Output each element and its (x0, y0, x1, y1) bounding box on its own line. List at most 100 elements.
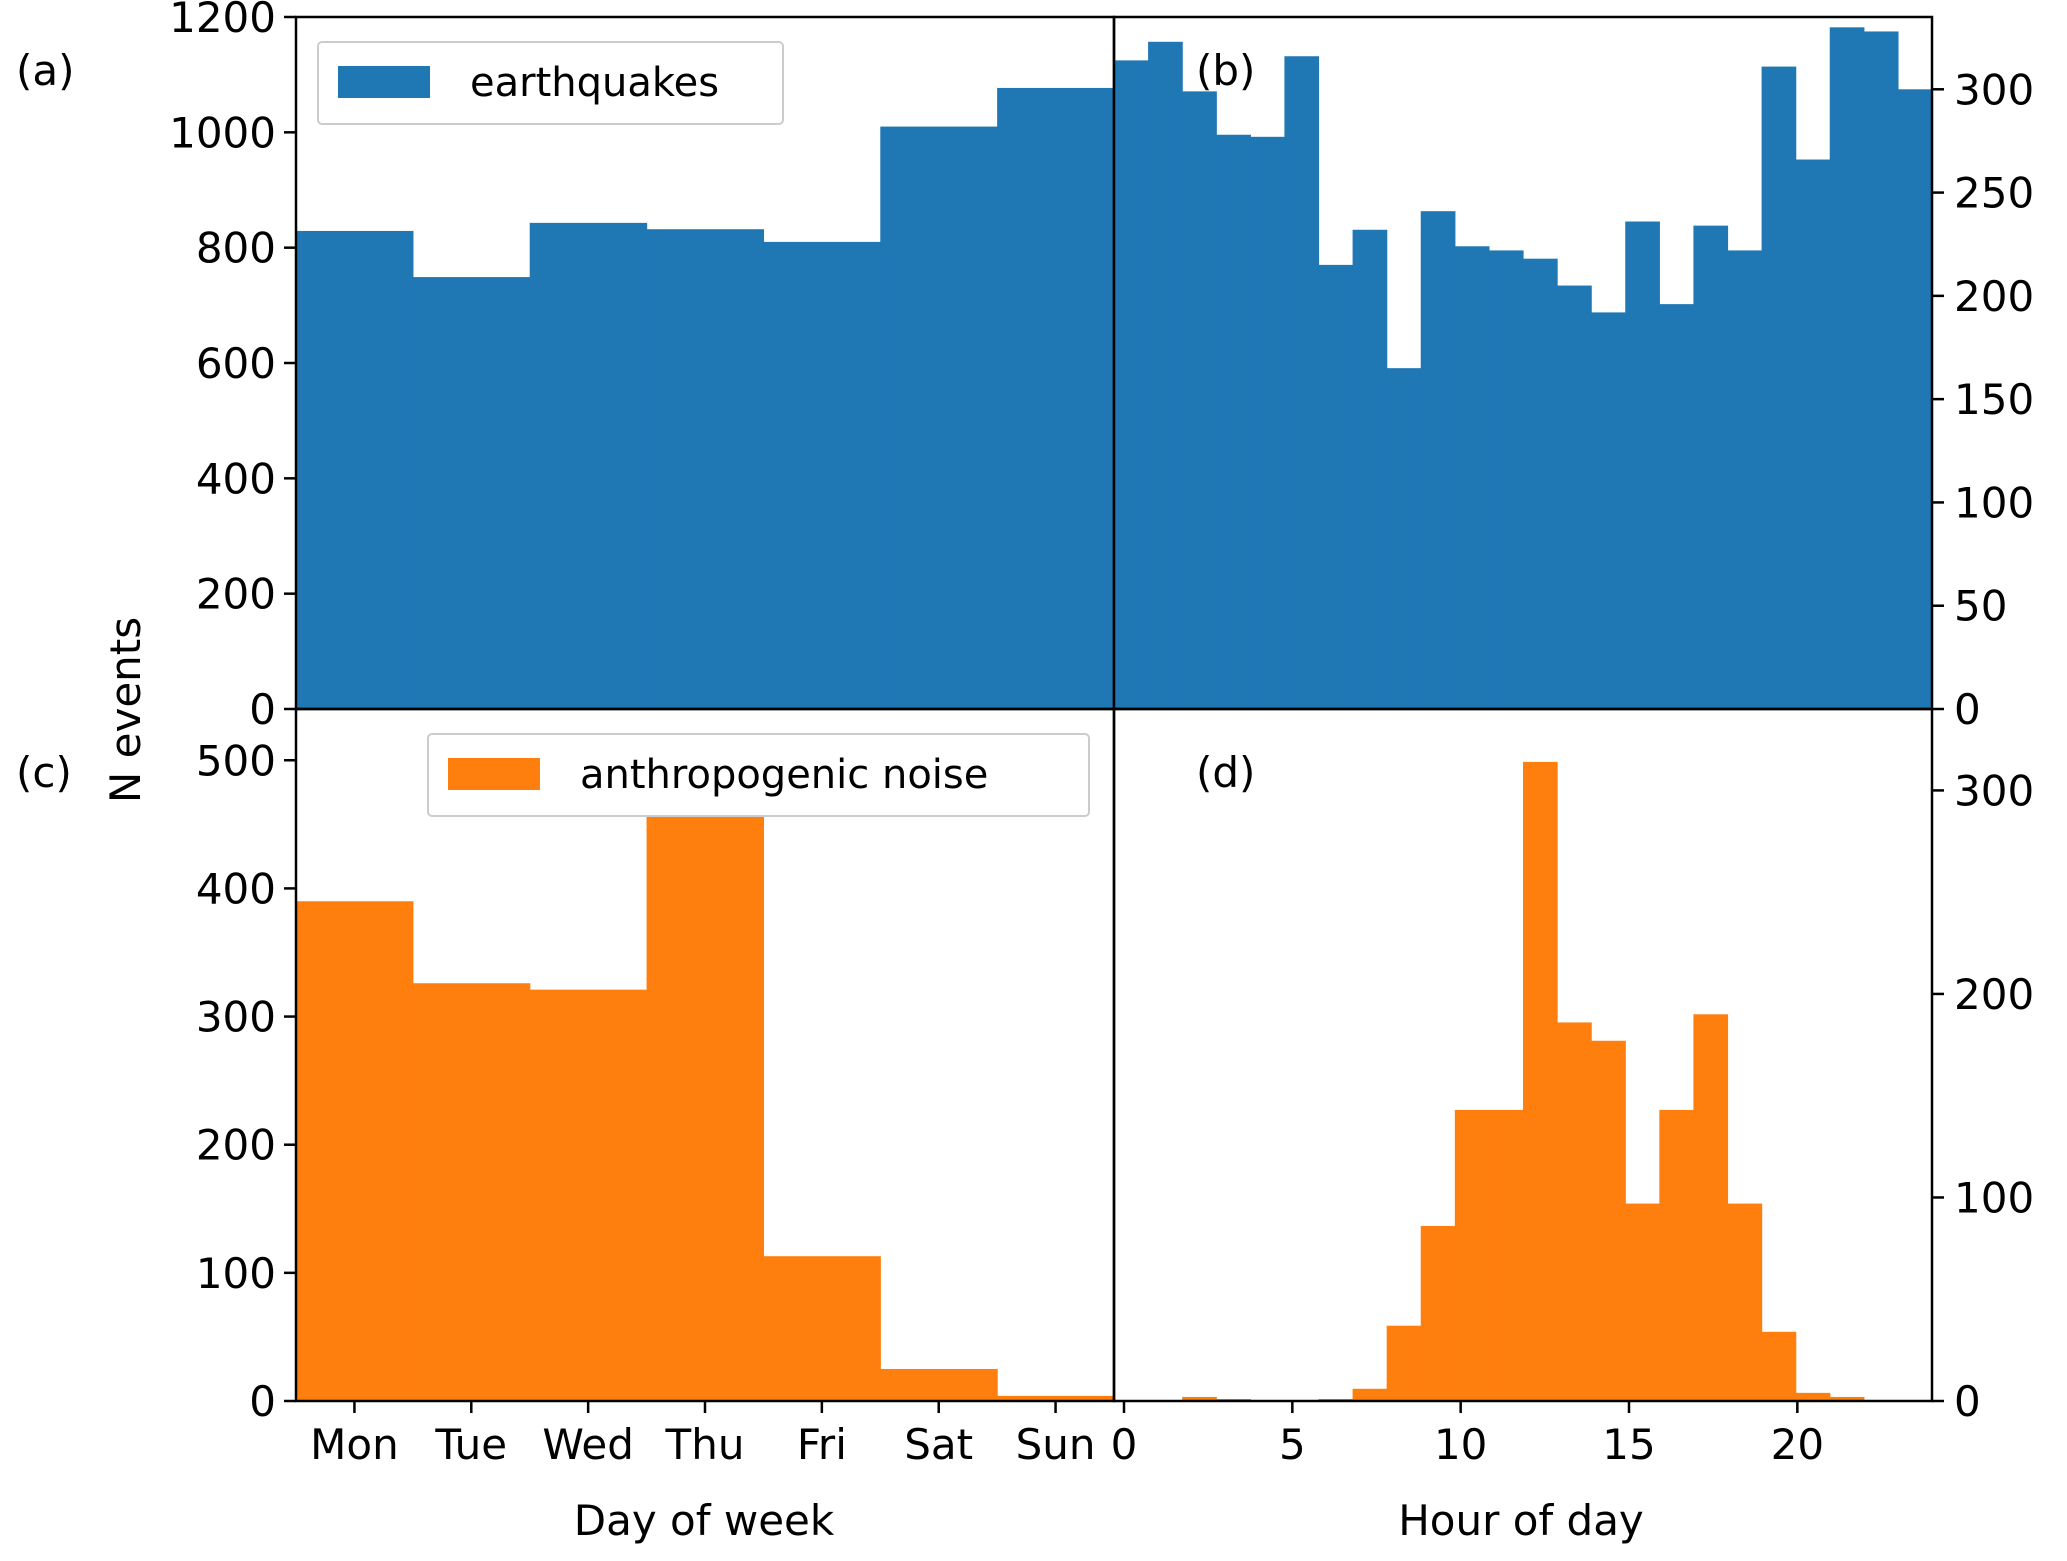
bar-hour-6 (1318, 264, 1354, 709)
y-tick-label: 50 (1954, 582, 2007, 631)
y-tick-label: 100 (196, 1249, 276, 1298)
bar-hour-15 (1625, 1203, 1660, 1401)
panel-c-noise-day-of-week: 0 100 200 300 400 500 Mon Tue Wed Thu Fri Sat Sun (c) (16, 707, 1116, 1469)
y-tick-label: 0 (1954, 685, 1981, 734)
legend-box (427, 733, 1090, 817)
y-tick-label: 1200 (169, 0, 276, 42)
y-axis-title: N events (101, 617, 150, 803)
y-tick-label: 0 (249, 1377, 276, 1426)
bar-hour-0 (1114, 60, 1149, 710)
x-tick-label: Mon (310, 1420, 399, 1469)
bar-hour-8 (1386, 1325, 1422, 1401)
y-tick-label: 300 (196, 993, 276, 1042)
x-tick-label: Fri (797, 1420, 847, 1469)
x-tick-label: 10 (1434, 1420, 1487, 1469)
bar-hour-1 (1148, 41, 1183, 709)
bar-hour-2 (1182, 1396, 1217, 1401)
bar-hour-4 (1250, 136, 1286, 709)
bar-hour-16 (1659, 1109, 1695, 1401)
bar-hour-3 (1216, 134, 1251, 709)
y-tick-label: 200 (1954, 970, 2034, 1019)
x-tick-label: 5 (1279, 1420, 1306, 1469)
panel-d-noise-hour-of-day: 0 100 200 300 0 5 10 15 20 (d) (1111, 707, 2034, 1469)
bar-hour-10 (1454, 1109, 1490, 1401)
y-tick-label: 150 (1954, 375, 2034, 424)
bar-fri (763, 1256, 881, 1401)
bar-hour-12 (1523, 258, 1558, 709)
x-tick-label: Sat (904, 1420, 973, 1469)
bar-hour-20 (1795, 1392, 1831, 1401)
panel-tag: (c) (16, 748, 72, 797)
bar-hour-19 (1761, 1331, 1797, 1401)
plot-frame (1112, 707, 1934, 1403)
y-tick-label: 200 (196, 1121, 276, 1170)
bar-sun (997, 1395, 1115, 1401)
y-tick-label: 0 (249, 685, 276, 734)
bar-hour-16 (1659, 304, 1695, 709)
legend-earthquakes: earthquakes (317, 41, 784, 125)
bar-hour-10 (1454, 246, 1490, 709)
bar-wed (529, 989, 648, 1401)
x-tick-label: Wed (542, 1420, 634, 1469)
bar-hour-19 (1761, 66, 1797, 710)
bar-hour-17 (1693, 1014, 1729, 1401)
bar-hour-7 (1352, 229, 1388, 710)
bar-hour-9 (1420, 211, 1456, 709)
legend-box (317, 41, 784, 125)
bar-hour-11 (1488, 1109, 1524, 1401)
bar-hour-20 (1795, 159, 1831, 709)
y-tick-label: 100 (1954, 478, 2034, 527)
bar-hour-7 (1352, 1388, 1388, 1401)
bar-hour-21 (1829, 27, 1865, 709)
x-tick-label: Sun (1016, 1420, 1096, 1469)
bar-sat (880, 126, 998, 710)
bar-hour-13 (1557, 1022, 1592, 1401)
y-tick-label: 300 (1954, 766, 2034, 815)
bar-hour-14 (1591, 312, 1626, 709)
y-tick-label: 1000 (169, 108, 276, 157)
legend-swatch (338, 66, 430, 98)
bar-sun (997, 87, 1115, 710)
y-tick-label: 600 (196, 339, 276, 388)
bar-hour-15 (1625, 221, 1660, 709)
y-tick-label: 200 (196, 570, 276, 619)
bar-hour-22 (1863, 31, 1899, 709)
bar-tue (412, 983, 531, 1401)
y-tick-label: 400 (196, 454, 276, 503)
bar-hour-21 (1829, 1396, 1865, 1401)
bar-hour-8 (1386, 368, 1422, 709)
panel-tag: (d) (1196, 748, 1255, 797)
bar-sat (880, 1368, 998, 1401)
bar-hour-14 (1591, 1040, 1626, 1401)
bar-fri (763, 241, 881, 709)
bar-hour-18 (1727, 250, 1763, 709)
bar-hour-9 (1420, 1225, 1456, 1401)
bar-hour-13 (1557, 285, 1592, 709)
bar-hour-23 (1897, 89, 1933, 709)
bar-hour-18 (1727, 1203, 1763, 1401)
bar-hour-5 (1284, 56, 1320, 710)
panel-a-earthquakes-day-of-week: 0 200 400 600 800 1000 1200 (a) (16, 0, 1116, 734)
bar-hour-12 (1523, 761, 1558, 1401)
bar-hour-11 (1488, 250, 1524, 709)
panel-tag: (a) (16, 46, 75, 95)
bar-wed (529, 222, 648, 709)
y-tick-label: 100 (1954, 1173, 2034, 1222)
legend-anthropogenic-noise: anthropogenic noise (427, 733, 1090, 817)
y-tick-label: 400 (196, 864, 276, 913)
bar-hour-17 (1693, 225, 1729, 709)
x-tick-label: 0 (1111, 1420, 1138, 1469)
y-tick-label: 250 (1954, 169, 2034, 218)
bar-thu (646, 229, 765, 710)
y-tick-label: 800 (196, 224, 276, 273)
x-tick-label: 15 (1602, 1420, 1655, 1469)
x-tick-label: Thu (665, 1420, 745, 1469)
legend-swatch (448, 758, 540, 790)
x-tick-label: 20 (1771, 1420, 1824, 1469)
y-tick-label: 0 (1954, 1377, 1981, 1426)
legend-label: earthquakes (470, 60, 719, 106)
panel-b-earthquakes-hour-of-day: 0 50 100 150 200 250 300 (b) (1112, 15, 2034, 734)
legend-label: anthropogenic noise (580, 752, 988, 798)
bar-thu (646, 784, 765, 1401)
